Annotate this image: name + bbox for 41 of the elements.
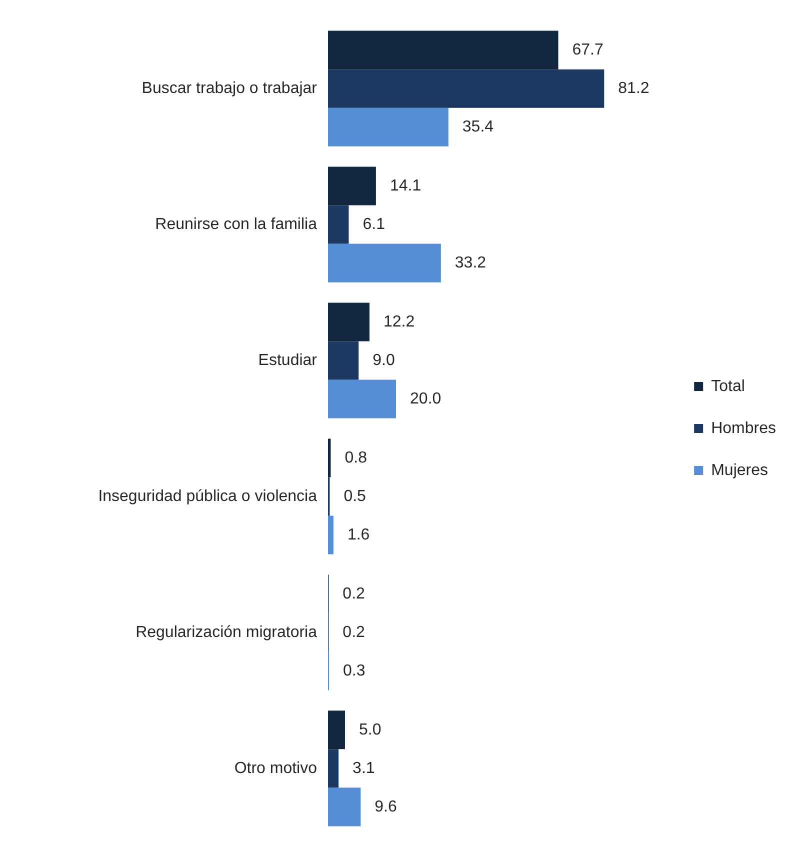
data-label: 0.8 (344, 449, 368, 466)
data-label: 9.6 (374, 798, 397, 816)
data-label: 81.2 (618, 80, 650, 97)
bar (328, 516, 334, 554)
y-tick-label: Otro motivo (234, 760, 318, 777)
data-label: 35.4 (462, 118, 494, 136)
bar (328, 438, 331, 478)
y-tick-label: Buscar trabajo o trabajar (142, 80, 318, 97)
bar (328, 69, 604, 108)
bar (328, 244, 441, 282)
data-label: 1.6 (347, 526, 370, 544)
data-label: 0.2 (342, 585, 366, 602)
data-label: 67.7 (572, 41, 604, 58)
data-label: 12.2 (383, 313, 415, 330)
data-label: 14.1 (390, 177, 422, 194)
legend-label: Hombres (711, 420, 776, 437)
bar (328, 108, 448, 146)
bar (328, 749, 339, 788)
bar (328, 710, 346, 750)
bar (328, 302, 370, 342)
legend-label: Total (711, 378, 745, 395)
data-label: 9.0 (372, 352, 395, 369)
y-tick-label: Estudiar (258, 352, 318, 369)
bar (328, 30, 558, 70)
bar (328, 166, 376, 206)
data-label: 5.0 (359, 721, 382, 738)
bar (328, 205, 349, 244)
bar (328, 788, 361, 826)
data-label: 33.2 (454, 254, 486, 272)
data-label: 20.0 (410, 390, 442, 408)
y-tick-label: Inseguridad pública o violencia (98, 488, 318, 505)
data-label: 3.1 (352, 760, 375, 777)
legend-label: Mujeres (711, 462, 768, 479)
data-label: 0.3 (343, 662, 366, 680)
data-label: 6.1 (362, 216, 386, 233)
data-label: 0.2 (342, 624, 366, 641)
y-tick-label: Reunirse con la familia (155, 216, 318, 233)
data-label: 0.5 (344, 488, 366, 505)
bar (328, 380, 396, 418)
bar (328, 341, 359, 380)
y-tick-label: Regularización migratoria (136, 624, 318, 641)
